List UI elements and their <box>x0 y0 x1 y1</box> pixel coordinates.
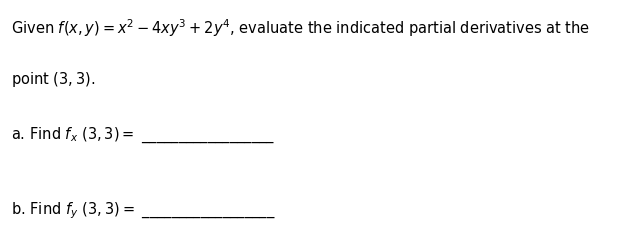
Text: point $(3, 3)$.: point $(3, 3)$. <box>11 70 96 89</box>
Text: a. Find $f_x\ (3, 3) = $ __________________: a. Find $f_x\ (3, 3) = $ _______________… <box>11 125 276 144</box>
Text: b. Find $f_y\ (3, 3) = $ __________________: b. Find $f_y\ (3, 3) = $ _______________… <box>11 200 276 220</box>
Text: Given $f(x, y) = x^2 - 4xy^3 + 2y^4$, evaluate the indicated partial derivatives: Given $f(x, y) = x^2 - 4xy^3 + 2y^4$, ev… <box>11 18 590 39</box>
